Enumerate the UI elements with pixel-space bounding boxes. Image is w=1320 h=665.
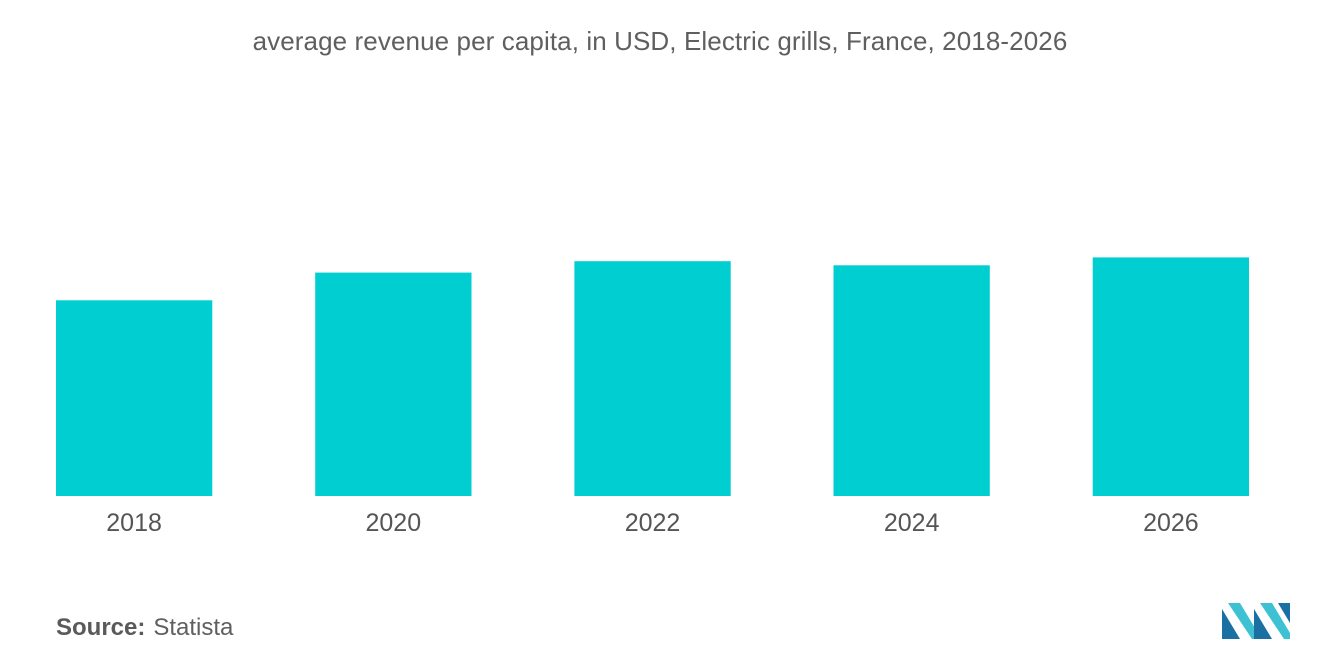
- bar-2018: [56, 300, 213, 496]
- source-label: Source:: [56, 614, 146, 641]
- source-note: Source: Statista: [56, 614, 233, 642]
- mordor-intelligence-logo-icon: [1222, 603, 1290, 639]
- source-value: Statista: [153, 614, 234, 641]
- x-tick-label-2020: 2020: [365, 509, 421, 537]
- x-tick-label-2024: 2024: [884, 509, 940, 537]
- bar-2026: [1092, 257, 1249, 496]
- x-tick-label-2022: 2022: [625, 509, 681, 537]
- bar-2022: [574, 261, 731, 496]
- chart-title: average revenue per capita, in USD, Elec…: [252, 26, 1068, 56]
- bar-2020: [315, 272, 472, 496]
- x-tick-label-2018: 2018: [106, 509, 162, 537]
- x-tick-label-2026: 2026: [1143, 509, 1199, 537]
- bar-2024: [833, 265, 990, 496]
